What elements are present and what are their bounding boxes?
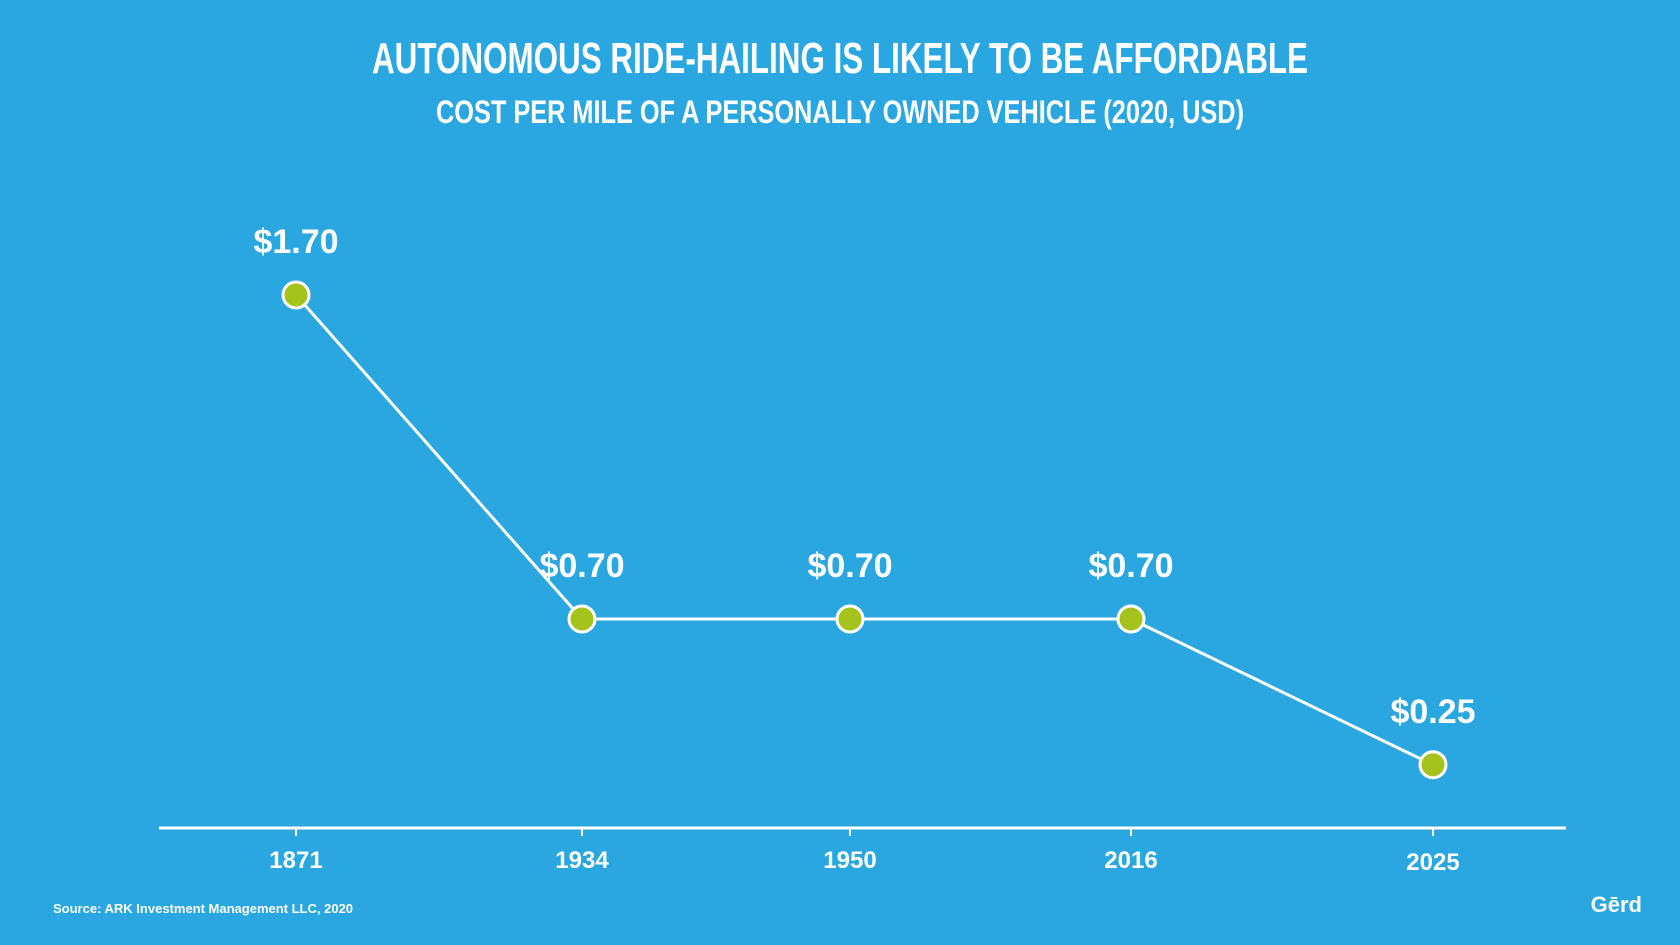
data-label-2025: $0.25 <box>1390 693 1475 731</box>
x-tick-label-2016: 2016 <box>1104 847 1157 874</box>
data-label-1934: $0.70 <box>539 547 624 585</box>
data-point-2025 <box>1418 750 1448 780</box>
chart-subtitle: COST PER MILE OF A PERSONALLY OWNED VEHI… <box>436 94 1244 130</box>
series-line <box>294 294 1434 767</box>
data-point-1871 <box>281 280 311 310</box>
data-label-1871: $1.70 <box>253 223 338 261</box>
data-point-2016 <box>1116 604 1146 634</box>
data-label-2016: $0.70 <box>1088 547 1173 585</box>
source-note: Source: ARK Investment Management LLC, 2… <box>53 901 353 916</box>
data-point-1934 <box>567 604 597 634</box>
brand-logo: Gērd <box>1591 892 1642 917</box>
x-tick-label-1934: 1934 <box>555 847 609 874</box>
x-tick-label-2025: 2025 <box>1406 849 1459 876</box>
series-layer: $1.70 $0.70 $0.70 $0.70 $0.25 <box>253 223 1476 780</box>
data-label-1950: $0.70 <box>807 547 892 585</box>
x-tick-label-1950: 1950 <box>823 847 876 874</box>
x-axis-ticks: 1871 1934 1950 2016 2025 <box>269 828 1460 876</box>
x-tick-label-1871: 1871 <box>269 847 322 874</box>
data-point-1950 <box>835 604 865 634</box>
chart-title: AUTONOMOUS RIDE-HAILING IS LIKELY TO BE … <box>372 34 1308 83</box>
